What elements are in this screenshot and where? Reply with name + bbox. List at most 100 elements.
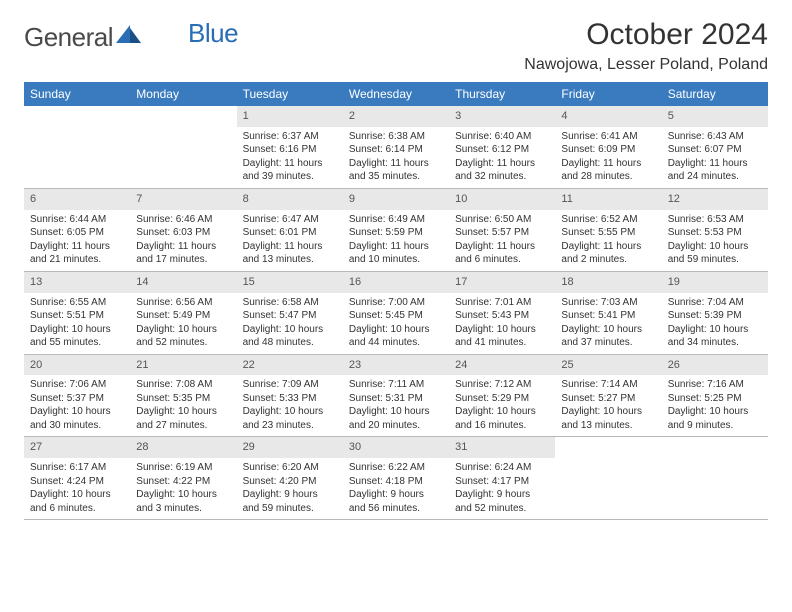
calendar-cell: 16Sunrise: 7:00 AMSunset: 5:45 PMDayligh… (343, 272, 449, 354)
sunset-text: Sunset: 5:35 PM (136, 392, 230, 406)
sunset-text: Sunset: 5:29 PM (455, 392, 549, 406)
calendar-page: GeneralBlue October 2024 Nawojowa, Lesse… (0, 0, 792, 520)
cell-body: Sunrise: 6:52 AMSunset: 5:55 PMDaylight:… (555, 210, 661, 271)
sunrise-text: Sunrise: 7:08 AM (136, 378, 230, 392)
sunrise-text: Sunrise: 6:38 AM (349, 130, 443, 144)
calendar-cell: 21 Sunrise: 7:08 AMSunset: 5:35 PMDayligh… (130, 355, 236, 437)
daylight-text: Daylight: 10 hours and 27 minutes. (136, 405, 230, 432)
sunrise-text: Sunrise: 6:49 AM (349, 213, 443, 227)
cell-body: Sunrise: 7:12 AMSunset: 5:29 PMDaylight:… (449, 375, 555, 436)
day-number: 26 (662, 355, 768, 376)
day-header: Wednesday (343, 82, 449, 106)
sunrise-text: Sunrise: 6:43 AM (668, 130, 762, 144)
calendar-cell: 8Sunrise: 6:47 AMSunset: 6:01 PMDaylight… (237, 189, 343, 271)
sunset-text: Sunset: 5:57 PM (455, 226, 549, 240)
daylight-text: Daylight: 10 hours and 59 minutes. (668, 240, 762, 267)
calendar-cell: 15Sunrise: 6:58 AMSunset: 5:47 PMDayligh… (237, 272, 343, 354)
sunset-text: Sunset: 6:12 PM (455, 143, 549, 157)
day-header: Friday (555, 82, 661, 106)
sunset-text: Sunset: 6:16 PM (243, 143, 337, 157)
calendar-cell: 24Sunrise: 7:12 AMSunset: 5:29 PMDayligh… (449, 355, 555, 437)
calendar-cell: 28Sunrise: 6:19 AMSunset: 4:22 PMDayligh… (130, 437, 236, 519)
month-title: October 2024 (524, 18, 768, 52)
cell-body: Sunrise: 6:58 AMSunset: 5:47 PMDaylight:… (237, 293, 343, 354)
day-number: 10 (449, 189, 555, 210)
logo-text-blue: Blue (188, 18, 238, 49)
week-row: 27Sunrise: 6:17 AMSunset: 4:24 PMDayligh… (24, 437, 768, 520)
sunset-text: Sunset: 5:51 PM (30, 309, 124, 323)
daylight-text: Daylight: 9 hours and 56 minutes. (349, 488, 443, 515)
sunrise-text: Sunrise: 6:37 AM (243, 130, 337, 144)
sunset-text: Sunset: 5:27 PM (561, 392, 655, 406)
day-number: 1 (237, 106, 343, 127)
calendar-cell: 26Sunrise: 7:16 AMSunset: 5:25 PMDayligh… (662, 355, 768, 437)
calendar-cell: 20Sunrise: 7:06 AMSunset: 5:37 PMDayligh… (24, 355, 130, 437)
daylight-text: Daylight: 10 hours and 44 minutes. (349, 323, 443, 350)
calendar-grid: SundayMondayTuesdayWednesdayThursdayFrid… (24, 82, 768, 520)
day-number: 8 (237, 189, 343, 210)
sunset-text: Sunset: 4:24 PM (30, 475, 124, 489)
calendar-cell (555, 437, 661, 519)
sunset-text: Sunset: 5:31 PM (349, 392, 443, 406)
daylight-text: Daylight: 11 hours and 39 minutes. (243, 157, 337, 184)
day-headers-row: SundayMondayTuesdayWednesdayThursdayFrid… (24, 82, 768, 106)
daylight-text: Daylight: 10 hours and 13 minutes. (561, 405, 655, 432)
day-number: 2 (343, 106, 449, 127)
day-number: 19 (662, 272, 768, 293)
week-row: 13Sunrise: 6:55 AMSunset: 5:51 PMDayligh… (24, 272, 768, 355)
sunrise-text: Sunrise: 6:44 AM (30, 213, 124, 227)
day-number: 15 (237, 272, 343, 293)
day-number: 18 (555, 272, 661, 293)
day-number: 28 (130, 437, 236, 458)
page-header: GeneralBlue October 2024 Nawojowa, Lesse… (24, 18, 768, 74)
sunrise-text: Sunrise: 7:04 AM (668, 296, 762, 310)
daylight-text: Daylight: 10 hours and 37 minutes. (561, 323, 655, 350)
sunrise-text: Sunrise: 6:53 AM (668, 213, 762, 227)
sunrise-text: Sunrise: 6:50 AM (455, 213, 549, 227)
logo-triangle-icon (113, 22, 142, 48)
logo: GeneralBlue (24, 22, 238, 53)
sunset-text: Sunset: 5:41 PM (561, 309, 655, 323)
calendar-cell: 10Sunrise: 6:50 AMSunset: 5:57 PMDayligh… (449, 189, 555, 271)
cell-body: Sunrise: 6:37 AMSunset: 6:16 PMDaylight:… (237, 127, 343, 188)
sunset-text: Sunset: 4:18 PM (349, 475, 443, 489)
day-number: 31 (449, 437, 555, 458)
daylight-text: Daylight: 11 hours and 21 minutes. (30, 240, 124, 267)
sunset-text: Sunset: 5:55 PM (561, 226, 655, 240)
daylight-text: Daylight: 9 hours and 52 minutes. (455, 488, 549, 515)
cell-body: Sunrise: 7:16 AMSunset: 5:25 PMDaylight:… (662, 375, 768, 436)
day-number: 3 (449, 106, 555, 127)
day-number: 21 (130, 355, 236, 376)
sunrise-text: Sunrise: 7:09 AM (243, 378, 337, 392)
week-row: 1Sunrise: 6:37 AMSunset: 6:16 PMDaylight… (24, 106, 768, 189)
calendar-cell: 11Sunrise: 6:52 AMSunset: 5:55 PMDayligh… (555, 189, 661, 271)
sunrise-text: Sunrise: 7:11 AM (349, 378, 443, 392)
sunset-text: Sunset: 5:59 PM (349, 226, 443, 240)
sunrise-text: Sunrise: 7:16 AM (668, 378, 762, 392)
calendar-cell: 6Sunrise: 6:44 AMSunset: 6:05 PMDaylight… (24, 189, 130, 271)
sunrise-text: Sunrise: 6:17 AM (30, 461, 124, 475)
day-header: Saturday (662, 82, 768, 106)
logo-text-general: General (24, 22, 113, 53)
sunrise-text: Sunrise: 7:06 AM (30, 378, 124, 392)
sunrise-text: Sunrise: 6:47 AM (243, 213, 337, 227)
daylight-text: Daylight: 10 hours and 23 minutes. (243, 405, 337, 432)
sunset-text: Sunset: 5:45 PM (349, 309, 443, 323)
daylight-text: Daylight: 10 hours and 3 minutes. (136, 488, 230, 515)
sunset-text: Sunset: 6:07 PM (668, 143, 762, 157)
cell-body: Sunrise: 6:55 AMSunset: 5:51 PMDaylight:… (24, 293, 130, 354)
week-row: 6Sunrise: 6:44 AMSunset: 6:05 PMDaylight… (24, 189, 768, 272)
cell-body: Sunrise: 6:24 AMSunset: 4:17 PMDaylight:… (449, 458, 555, 519)
day-header: Thursday (449, 82, 555, 106)
day-number: 6 (24, 189, 130, 210)
day-number: 9 (343, 189, 449, 210)
sunset-text: Sunset: 6:03 PM (136, 226, 230, 240)
cell-body: Sunrise: 7:11 AMSunset: 5:31 PMDaylight:… (343, 375, 449, 436)
sunrise-text: Sunrise: 6:40 AM (455, 130, 549, 144)
daylight-text: Daylight: 10 hours and 16 minutes. (455, 405, 549, 432)
cell-body: Sunrise: 6:40 AMSunset: 6:12 PMDaylight:… (449, 127, 555, 188)
sunset-text: Sunset: 4:22 PM (136, 475, 230, 489)
sunrise-text: Sunrise: 6:22 AM (349, 461, 443, 475)
calendar-cell (24, 106, 130, 188)
calendar-cell: 27Sunrise: 6:17 AMSunset: 4:24 PMDayligh… (24, 437, 130, 519)
